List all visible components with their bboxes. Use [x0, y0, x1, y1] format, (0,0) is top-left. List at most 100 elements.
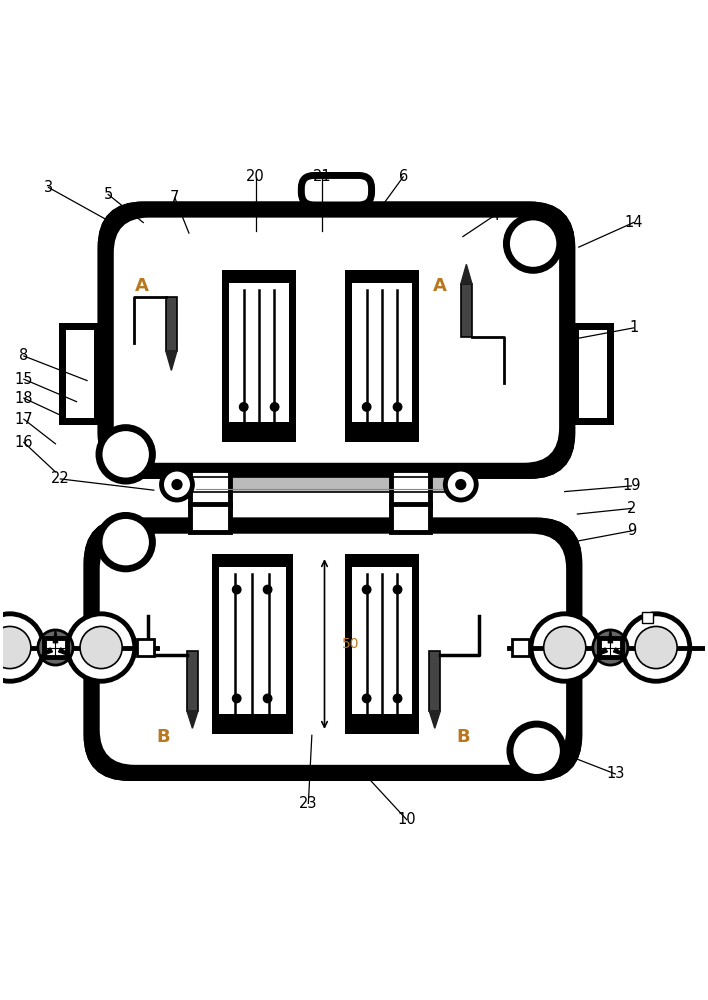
Text: 2: 2 — [627, 501, 636, 516]
Bar — [642, 612, 653, 623]
Circle shape — [99, 428, 152, 481]
Polygon shape — [461, 264, 472, 284]
Polygon shape — [53, 630, 57, 643]
Circle shape — [0, 626, 31, 669]
Bar — [229, 422, 289, 435]
Bar — [219, 561, 285, 727]
Circle shape — [445, 469, 476, 500]
Bar — [429, 651, 440, 711]
Polygon shape — [40, 648, 52, 656]
Circle shape — [161, 469, 193, 500]
Text: 18: 18 — [15, 391, 33, 406]
Text: 6: 6 — [399, 169, 408, 184]
Bar — [187, 651, 198, 711]
FancyBboxPatch shape — [100, 534, 566, 765]
Circle shape — [506, 217, 560, 270]
Circle shape — [362, 403, 371, 411]
Text: 17: 17 — [15, 412, 33, 427]
Circle shape — [593, 630, 628, 665]
Text: 16: 16 — [15, 435, 33, 450]
Circle shape — [80, 626, 122, 669]
Text: 1: 1 — [629, 320, 638, 335]
Circle shape — [171, 479, 183, 490]
Circle shape — [394, 585, 401, 594]
Bar — [229, 277, 289, 435]
Circle shape — [0, 614, 43, 681]
FancyBboxPatch shape — [101, 205, 572, 475]
Circle shape — [362, 585, 371, 594]
Text: 5: 5 — [103, 187, 113, 202]
Bar — [353, 270, 412, 283]
Text: 10: 10 — [397, 812, 416, 827]
Circle shape — [38, 630, 73, 665]
Text: 4: 4 — [490, 208, 499, 223]
Circle shape — [635, 626, 677, 669]
Polygon shape — [187, 711, 198, 728]
Bar — [346, 554, 419, 734]
Text: 7: 7 — [170, 190, 180, 205]
Bar — [190, 470, 229, 506]
Text: 21: 21 — [313, 169, 332, 184]
Text: B: B — [156, 728, 170, 746]
Polygon shape — [608, 630, 612, 643]
Circle shape — [394, 403, 401, 411]
Text: 13: 13 — [606, 766, 624, 781]
Circle shape — [394, 694, 401, 703]
Bar — [353, 561, 412, 727]
Polygon shape — [59, 648, 71, 656]
Circle shape — [67, 614, 135, 681]
Bar — [219, 714, 285, 727]
Bar — [391, 470, 430, 506]
Circle shape — [263, 585, 272, 594]
Circle shape — [362, 694, 371, 703]
Text: 9: 9 — [627, 523, 636, 538]
Circle shape — [232, 694, 241, 703]
Bar — [572, 323, 614, 425]
Polygon shape — [613, 648, 626, 656]
Text: 50: 50 — [342, 637, 360, 651]
Bar — [461, 284, 472, 337]
Text: A: A — [135, 277, 149, 295]
Bar — [353, 714, 412, 727]
Bar — [185, 477, 452, 492]
Bar — [212, 554, 292, 734]
Bar — [59, 323, 101, 425]
Bar — [137, 639, 154, 656]
Bar — [166, 297, 177, 351]
Circle shape — [99, 515, 152, 569]
Bar — [353, 277, 412, 435]
Bar — [599, 638, 622, 657]
Text: 8: 8 — [19, 348, 28, 363]
Bar — [512, 639, 530, 656]
Text: 20: 20 — [246, 169, 265, 184]
Bar — [578, 330, 607, 418]
Text: 23: 23 — [299, 796, 318, 811]
Circle shape — [232, 585, 241, 594]
Bar — [185, 477, 452, 492]
Text: B: B — [456, 728, 469, 746]
Circle shape — [239, 403, 248, 411]
Bar — [229, 270, 289, 283]
Bar — [222, 270, 296, 442]
Text: A: A — [433, 277, 447, 295]
Text: 22: 22 — [51, 471, 70, 486]
Bar — [219, 554, 285, 567]
Polygon shape — [429, 711, 440, 728]
Bar — [66, 330, 94, 418]
Polygon shape — [166, 351, 177, 370]
Bar — [190, 504, 229, 532]
Text: 19: 19 — [622, 478, 641, 493]
Polygon shape — [595, 648, 607, 656]
Bar — [346, 270, 419, 442]
Circle shape — [510, 724, 564, 777]
FancyBboxPatch shape — [302, 175, 372, 205]
Circle shape — [270, 403, 279, 411]
Circle shape — [263, 694, 272, 703]
Text: 3: 3 — [44, 180, 53, 195]
Bar — [44, 638, 67, 657]
Bar — [391, 504, 430, 532]
FancyBboxPatch shape — [87, 521, 578, 777]
Bar — [353, 422, 412, 435]
Circle shape — [531, 614, 598, 681]
FancyBboxPatch shape — [114, 218, 559, 463]
